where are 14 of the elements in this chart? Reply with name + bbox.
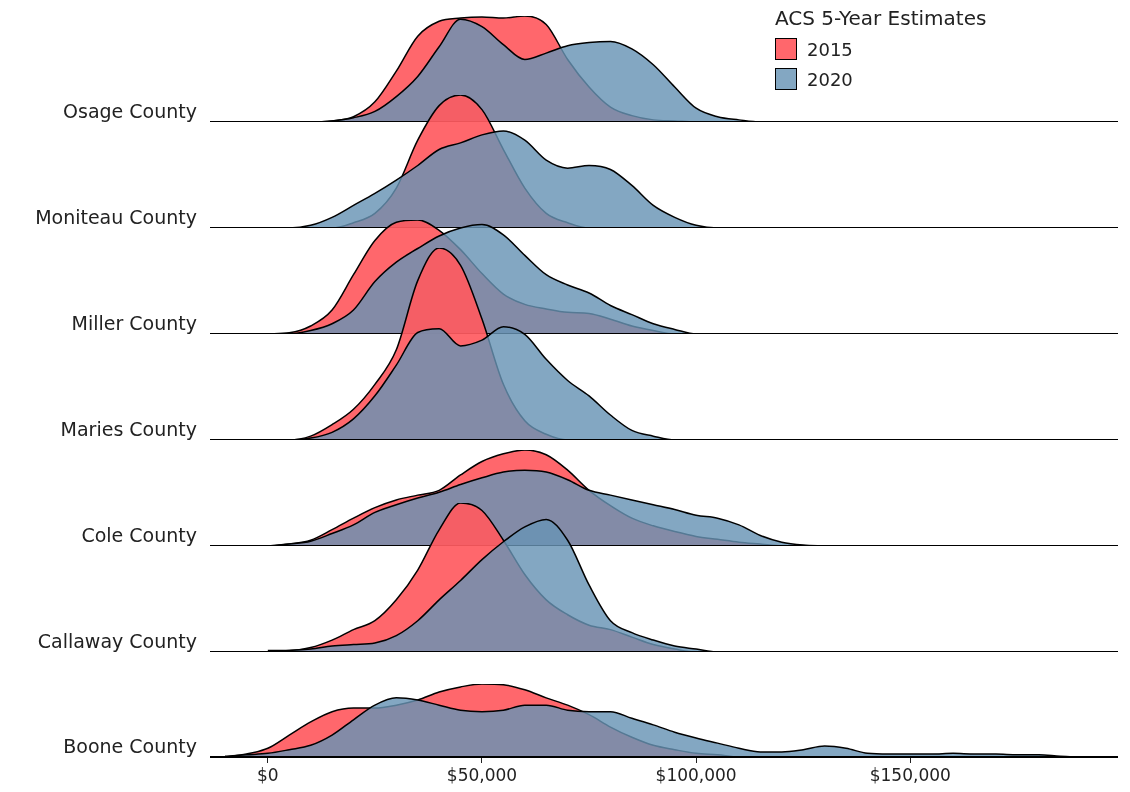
legend-title: ACS 5-Year Estimates [775,6,987,30]
y-axis-title: Maries County [59,418,197,440]
y-axis-title: Miller County [70,312,197,334]
y-axis-title: Boone County [62,735,197,757]
legend-label: 2020 [807,68,853,90]
x-tick-label: $50,000 [446,764,518,785]
x-tick-label: $100,000 [655,764,737,785]
y-axis-title: Moniteau County [34,206,197,228]
y-axis-title: Osage County [62,100,197,122]
legend-label: 2015 [807,38,853,60]
x-tick-label: $0 [257,764,279,785]
x-tick-label: $150,000 [869,764,951,785]
y-axis-title: Cole County [80,524,197,546]
y-axis-title: Callaway County [36,630,197,652]
